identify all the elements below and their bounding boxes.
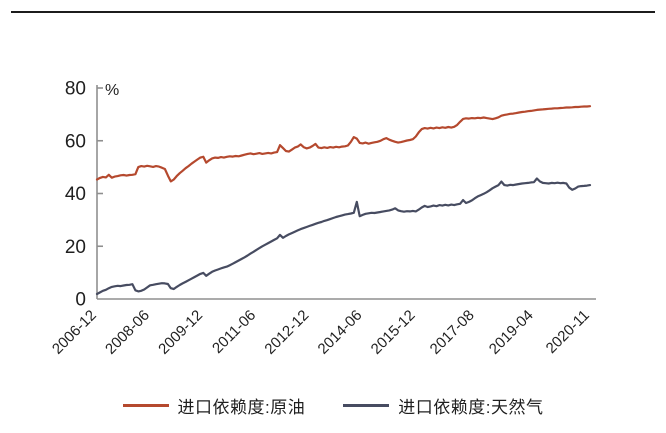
top-divider (11, 11, 655, 13)
y-tick-label: 0 (75, 290, 86, 311)
x-tick-label: 2011-06 (209, 307, 259, 357)
series-line-crude-oil (95, 105, 592, 183)
y-tick-label: 60 (65, 131, 86, 152)
x-tick-label: 2006-12 (49, 307, 100, 358)
legend-swatch-natural-gas (343, 404, 390, 407)
legend-swatch-crude-oil (122, 404, 169, 407)
y-tick-label: 80 (65, 79, 86, 100)
legend-item-crude-oil: 进口依赖度:原油 (122, 393, 306, 418)
x-tick-label: 2014-06 (315, 307, 366, 358)
y-tick-label: 40 (65, 184, 86, 205)
y-axis-unit-label: % (105, 82, 119, 99)
x-tick-label: 2019-04 (486, 307, 537, 358)
x-tick-label: 2012-12 (261, 307, 312, 358)
legend-label-natural-gas: 进口依赖度:天然气 (398, 398, 544, 417)
series-line-natural-gas (95, 177, 592, 296)
x-tick-label: 2020-11 (543, 307, 593, 357)
x-tick-label: 2017-08 (427, 307, 478, 358)
x-tick-label: 2008-06 (102, 307, 153, 358)
legend: 进口依赖度:原油 进口依赖度:天然气 (0, 393, 666, 418)
y-tick-label: 20 (65, 237, 86, 258)
legend-item-natural-gas: 进口依赖度:天然气 (343, 393, 543, 418)
legend-label-crude-oil: 进口依赖度:原油 (177, 398, 306, 417)
x-tick-label: 2015-12 (368, 307, 419, 358)
x-tick-label: 2009-12 (155, 307, 206, 358)
